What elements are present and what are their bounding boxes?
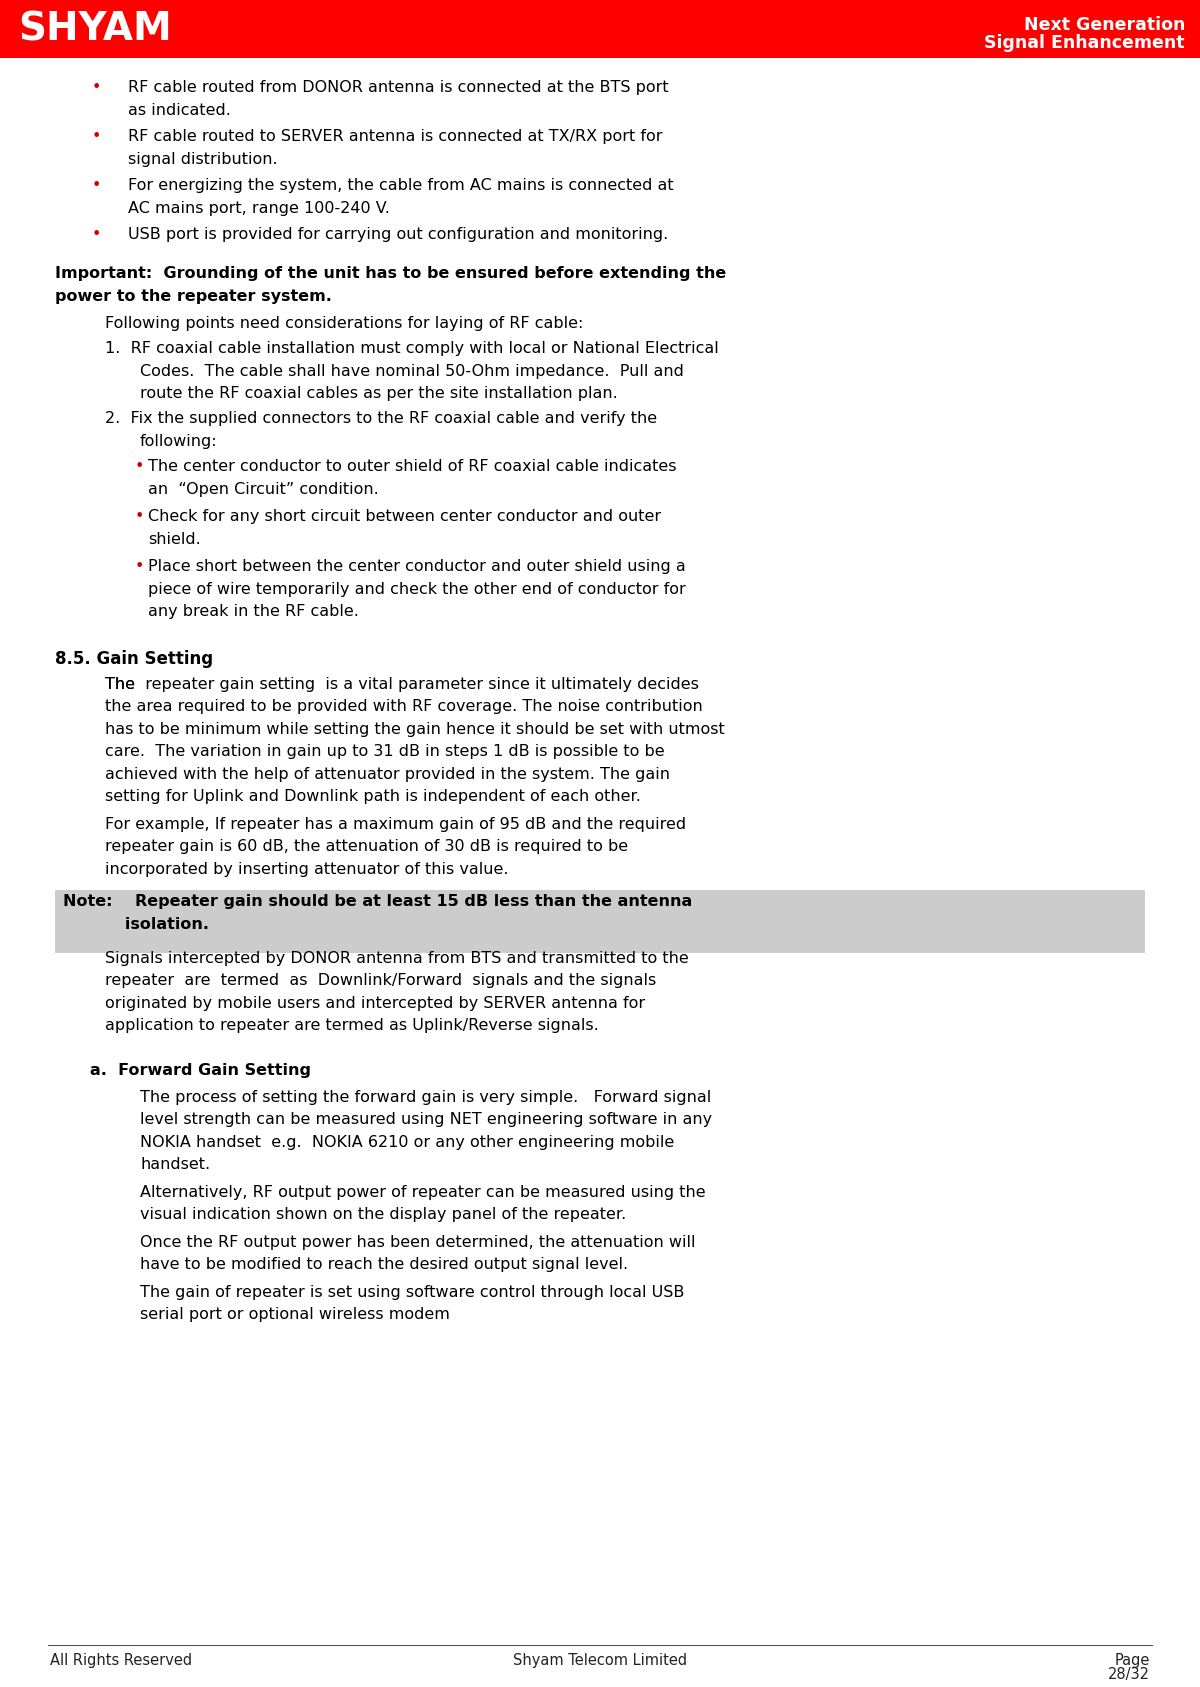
Text: 8.5. Gain Setting: 8.5. Gain Setting — [55, 649, 214, 668]
Text: The center conductor to outer shield of RF coaxial cable indicates: The center conductor to outer shield of … — [148, 459, 677, 474]
Text: incorporated by inserting attenuator of this value.: incorporated by inserting attenuator of … — [106, 862, 509, 877]
Text: Page: Page — [1115, 1653, 1150, 1668]
Text: visual indication shown on the display panel of the repeater.: visual indication shown on the display p… — [140, 1208, 626, 1223]
Text: isolation.: isolation. — [64, 918, 209, 933]
Text: the area required to be provided with RF coverage. The noise contribution: the area required to be provided with RF… — [106, 698, 703, 714]
Text: Important:  Grounding of the unit has to be ensured before extending the: Important: Grounding of the unit has to … — [55, 265, 726, 280]
Text: The process of setting the forward gain is very simple.   Forward signal: The process of setting the forward gain … — [140, 1090, 712, 1105]
Text: All Rights Reserved: All Rights Reserved — [50, 1653, 192, 1668]
Text: Check for any short circuit between center conductor and outer: Check for any short circuit between cent… — [148, 509, 661, 525]
Text: •: • — [91, 179, 101, 192]
Text: a.  Forward Gain Setting: a. Forward Gain Setting — [90, 1063, 311, 1078]
Text: repeater gain is 60 dB, the attenuation of 30 dB is required to be: repeater gain is 60 dB, the attenuation … — [106, 838, 628, 854]
Text: AC mains port, range 100-240 V.: AC mains port, range 100-240 V. — [128, 201, 390, 216]
Text: Shyam Telecom Limited: Shyam Telecom Limited — [512, 1653, 688, 1668]
Text: RF cable routed to SERVER antenna is connected at TX/RX port for: RF cable routed to SERVER antenna is con… — [128, 128, 662, 143]
Text: have to be modified to reach the desired output signal level.: have to be modified to reach the desired… — [140, 1257, 628, 1272]
Text: shield.: shield. — [148, 531, 200, 547]
Text: The  repeater gain setting  is a vital parameter since it ultimately decides: The repeater gain setting is a vital par… — [106, 676, 698, 692]
Text: Note:    Repeater gain should be at least 15 dB less than the antenna: Note: Repeater gain should be at least 1… — [64, 894, 692, 909]
Text: Next Generation: Next Generation — [1024, 15, 1186, 34]
Text: care.  The variation in gain up to 31 dB in steps 1 dB is possible to be: care. The variation in gain up to 31 dB … — [106, 744, 665, 759]
FancyBboxPatch shape — [0, 0, 1200, 57]
Text: an  “Open Circuit” condition.: an “Open Circuit” condition. — [148, 481, 379, 496]
Text: NOKIA handset  e.g.  NOKIA 6210 or any other engineering mobile: NOKIA handset e.g. NOKIA 6210 or any oth… — [140, 1135, 674, 1151]
Text: achieved with the help of attenuator provided in the system. The gain: achieved with the help of attenuator pro… — [106, 766, 670, 781]
FancyBboxPatch shape — [55, 891, 1145, 953]
Text: serial port or optional wireless modem: serial port or optional wireless modem — [140, 1307, 450, 1323]
Text: originated by mobile users and intercepted by SERVER antenna for: originated by mobile users and intercept… — [106, 995, 646, 1011]
Text: as indicated.: as indicated. — [128, 103, 230, 118]
Text: route the RF coaxial cables as per the site installation plan.: route the RF coaxial cables as per the s… — [140, 386, 618, 402]
Text: application to repeater are termed as Uplink/Reverse signals.: application to repeater are termed as Up… — [106, 1019, 599, 1034]
Text: Alternatively, RF output power of repeater can be measured using the: Alternatively, RF output power of repeat… — [140, 1184, 706, 1199]
Text: SHYAM: SHYAM — [18, 10, 172, 47]
Text: Codes.  The cable shall have nominal 50-Ohm impedance.  Pull and: Codes. The cable shall have nominal 50-O… — [140, 364, 684, 378]
Text: any break in the RF cable.: any break in the RF cable. — [148, 604, 359, 619]
Text: •: • — [134, 558, 144, 574]
Text: 2.  Fix the supplied connectors to the RF coaxial cable and verify the: 2. Fix the supplied connectors to the RF… — [106, 412, 658, 427]
Text: repeater  are  termed  as  Downlink/Forward  signals and the signals: repeater are termed as Downlink/Forward … — [106, 973, 656, 989]
Text: The: The — [106, 676, 140, 692]
Text: piece of wire temporarily and check the other end of conductor for: piece of wire temporarily and check the … — [148, 582, 685, 597]
Text: 28/32: 28/32 — [1108, 1667, 1150, 1682]
Text: Once the RF output power has been determined, the attenuation will: Once the RF output power has been determ… — [140, 1235, 696, 1250]
Text: For example, If repeater has a maximum gain of 95 dB and the required: For example, If repeater has a maximum g… — [106, 817, 686, 832]
Text: For energizing the system, the cable from AC mains is connected at: For energizing the system, the cable fro… — [128, 179, 673, 192]
Text: Following points need considerations for laying of RF cable:: Following points need considerations for… — [106, 315, 583, 331]
Text: •: • — [91, 228, 101, 241]
Text: has to be minimum while setting the gain hence it should be set with utmost: has to be minimum while setting the gain… — [106, 722, 725, 737]
Text: •: • — [134, 459, 144, 474]
Text: following:: following: — [140, 434, 217, 449]
Text: signal distribution.: signal distribution. — [128, 152, 277, 167]
Text: •: • — [134, 509, 144, 525]
Text: power to the repeater system.: power to the repeater system. — [55, 288, 332, 304]
Text: level strength can be measured using NET engineering software in any: level strength can be measured using NET… — [140, 1112, 712, 1127]
Text: setting for Uplink and Downlink path is independent of each other.: setting for Uplink and Downlink path is … — [106, 790, 641, 805]
Text: •: • — [91, 128, 101, 143]
Text: •: • — [91, 79, 101, 94]
Text: 1.  RF coaxial cable installation must comply with local or National Electrical: 1. RF coaxial cable installation must co… — [106, 341, 719, 356]
Text: RF cable routed from DONOR antenna is connected at the BTS port: RF cable routed from DONOR antenna is co… — [128, 79, 668, 94]
Text: Place short between the center conductor and outer shield using a: Place short between the center conductor… — [148, 558, 685, 574]
Text: Signals intercepted by DONOR antenna from BTS and transmitted to the: Signals intercepted by DONOR antenna fro… — [106, 951, 689, 965]
Text: The gain of repeater is set using software control through local USB: The gain of repeater is set using softwa… — [140, 1285, 684, 1299]
Text: handset.: handset. — [140, 1157, 210, 1172]
Text: Signal Enhancement: Signal Enhancement — [984, 34, 1186, 52]
Text: USB port is provided for carrying out configuration and monitoring.: USB port is provided for carrying out co… — [128, 228, 668, 241]
